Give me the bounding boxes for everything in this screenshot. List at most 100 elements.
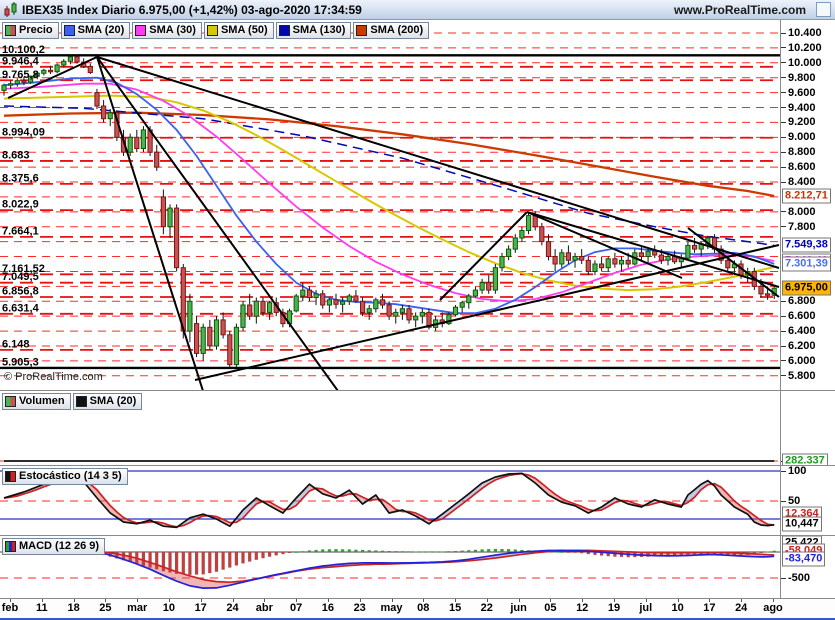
time-label: 07 <box>289 602 303 614</box>
sma200-swatch-icon <box>356 25 368 36</box>
stochastic-legend: Estocástico (14 3 5) <box>2 468 128 485</box>
svg-text:10.100,2: 10.100,2 <box>2 44 45 56</box>
time-tick <box>741 599 743 602</box>
price-value-box: 7.549,38 <box>782 237 831 253</box>
titlebar: IBEX35 Index Diario 6.975,00 (+1,42%) 03… <box>0 0 835 20</box>
time-tick <box>73 599 75 602</box>
legend-item-macd[interactable]: MACD (12 26 9) <box>2 538 106 555</box>
legend-item-estocastico[interactable]: Estocástico (14 3 5) <box>2 468 128 485</box>
svg-text:7.664,1: 7.664,1 <box>2 225 39 237</box>
price-tick: 7.800 <box>781 221 816 233</box>
svg-text:9.765,8: 9.765,8 <box>2 69 39 81</box>
legend-item-sma130[interactable]: SMA (130) <box>275 22 352 39</box>
precio-swatch-icon <box>5 25 16 36</box>
time-tick <box>137 599 139 602</box>
time-tick <box>359 599 361 602</box>
time-label: mar <box>127 602 148 614</box>
time-label: ago <box>763 602 783 614</box>
sma20-swatch-icon <box>63 25 75 36</box>
legend-item-sma30[interactable]: SMA (30) <box>132 22 202 39</box>
time-tick <box>168 599 170 602</box>
website-link[interactable]: www.ProRealTime.com <box>673 2 806 17</box>
price-tick: 9.000 <box>781 131 816 143</box>
time-tick <box>645 599 647 602</box>
stochastic-axis[interactable]: 100 50 12,364 10,447 <box>781 465 835 535</box>
sma130-swatch-icon <box>278 25 290 36</box>
price-tick: 10.200 <box>781 42 822 54</box>
svg-text:8.375,6: 8.375,6 <box>2 172 39 184</box>
time-label: 17 <box>194 602 207 614</box>
time-tick <box>455 599 457 602</box>
svg-text:5.905,3: 5.905,3 <box>2 356 39 368</box>
stochastic-tick: 100 <box>781 465 806 477</box>
time-tick <box>391 599 393 602</box>
price-tick: 6.000 <box>781 355 816 367</box>
panel-separator <box>0 535 835 536</box>
stochastic-k-box: 10,447 <box>782 516 822 532</box>
legend-item-volumen[interactable]: Volumen <box>2 393 71 410</box>
legend-item-sma50[interactable]: SMA (50) <box>203 22 274 39</box>
time-tick <box>486 599 488 602</box>
price-tick: 6.400 <box>781 325 816 337</box>
stochastic-chart-canvas[interactable] <box>0 466 780 535</box>
price-tick: 9.800 <box>781 72 816 84</box>
legend-item-vol-sma20[interactable]: SMA (20) <box>72 393 143 410</box>
volumen-swatch-icon <box>5 396 16 407</box>
time-label: abr <box>255 602 273 614</box>
legend-item-sma200[interactable]: SMA (200) <box>353 22 430 39</box>
time-label: 17 <box>703 602 716 614</box>
volume-axis[interactable]: 500.000282.337215.008 <box>781 391 835 482</box>
svg-text:© ProRealTime.com: © ProRealTime.com <box>4 371 103 383</box>
time-tick <box>10 599 11 602</box>
price-legend: Precio SMA (20) SMA (30) SMA (50) SMA (1… <box>2 22 430 39</box>
axis-separator <box>780 20 781 598</box>
price-tick: 8.600 <box>781 161 816 173</box>
time-label: 19 <box>607 602 621 614</box>
time-tick <box>232 599 234 602</box>
time-label: 16 <box>321 602 335 614</box>
volume-value-box: 282.337 <box>782 453 828 469</box>
time-label: 18 <box>67 602 80 614</box>
macd-chart-canvas[interactable] <box>0 536 780 598</box>
time-axis[interactable]: feb 11 18 25 mar 10 17 24 abr 07 16 23 may 08 15 22 jun 0… <box>0 598 835 619</box>
macd-legend: MACD (12 26 9) <box>2 538 106 555</box>
time-label: 15 <box>448 602 462 614</box>
time-label: 10 <box>162 602 176 614</box>
svg-text:8.022,9: 8.022,9 <box>2 199 39 211</box>
macd-line-box: -83,470 <box>782 551 826 567</box>
time-tick <box>264 599 266 602</box>
time-tick <box>582 599 584 602</box>
time-label: 23 <box>353 602 366 614</box>
price-axis[interactable]: 10.400 10.200 10.000 9.800 9.600 9.400 9.200 9.… <box>781 20 835 390</box>
price-tick: 8.000 <box>781 206 816 218</box>
time-label: jun <box>510 602 527 614</box>
time-tick <box>296 599 298 602</box>
time-label: 10 <box>671 602 684 614</box>
time-label: 11 <box>35 602 48 614</box>
titlebar-button[interactable] <box>816 2 831 17</box>
time-tick <box>677 599 679 602</box>
price-tick: 8.400 <box>781 176 816 188</box>
panel-separator <box>0 390 835 391</box>
price-chart-canvas[interactable]: 10.100,29.946,4 9.765,8 8.994,09 8.683 8.375… <box>0 20 780 390</box>
price-tick: 8.800 <box>781 146 816 158</box>
estocastico-swatch-icon <box>5 471 16 482</box>
time-tick <box>327 599 329 602</box>
legend-item-precio[interactable]: Precio <box>2 22 59 39</box>
price-tick: 5.800 <box>781 370 816 382</box>
time-tick <box>518 599 520 602</box>
macd-axis[interactable]: -500 25,422 -58,049 -83,470 <box>781 535 835 598</box>
svg-text:7.161,52: 7.161,52 <box>2 263 45 275</box>
price-tick: 10.000 <box>781 57 822 69</box>
volume-legend: Volumen SMA (20) <box>2 393 143 410</box>
macd-tick: -500 <box>781 572 810 584</box>
svg-text:8.994,09: 8.994,09 <box>2 126 45 138</box>
panel-separator <box>0 465 835 466</box>
time-label: 22 <box>480 602 493 614</box>
time-label: feb <box>1 602 19 614</box>
svg-text:6.631,4: 6.631,4 <box>2 302 40 314</box>
macd-swatch-icon <box>5 541 16 552</box>
legend-item-sma20[interactable]: SMA (20) <box>60 22 131 39</box>
svg-text:9.946,4: 9.946,4 <box>2 55 40 67</box>
